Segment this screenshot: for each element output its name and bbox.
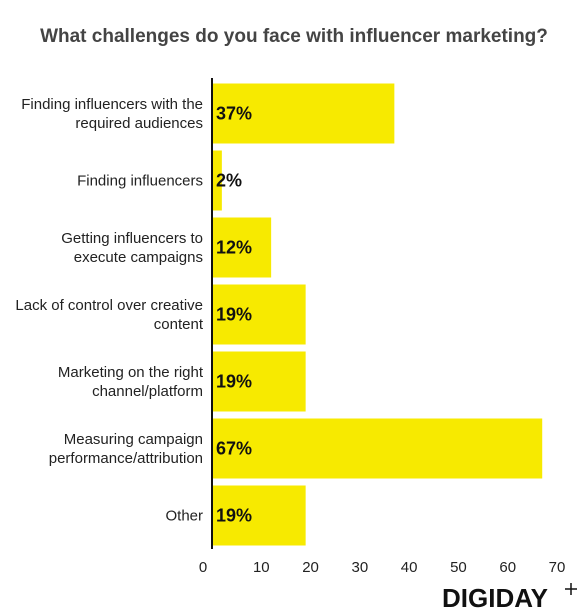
- category-label: Other: [165, 507, 203, 524]
- category-label: Getting influencers to execute campaigns: [61, 229, 203, 266]
- data-label: 12%: [216, 237, 252, 257]
- bar: [212, 351, 306, 412]
- data-label: 19%: [216, 505, 252, 525]
- bar: [212, 485, 306, 546]
- category-label: Measuring campaign performance/attributi…: [48, 430, 203, 467]
- x-tick-label: 30: [352, 559, 369, 576]
- bar: [212, 418, 543, 479]
- category-label: Lack of control over creative content: [15, 296, 203, 333]
- data-label: 37%: [216, 103, 252, 123]
- data-label: 67%: [216, 438, 252, 458]
- x-tick-label: 20: [302, 559, 319, 576]
- category-label: Finding influencers with the required au…: [21, 95, 203, 132]
- chart-title: What challenges do you face with influen…: [40, 26, 548, 47]
- x-tick-label: 0: [199, 559, 207, 576]
- x-tick-label: 70: [549, 559, 566, 576]
- x-tick-label: 50: [450, 559, 467, 576]
- data-label: 19%: [216, 304, 252, 324]
- bar: [212, 150, 222, 211]
- bar: [212, 217, 272, 278]
- category-label: Finding influencers: [77, 172, 203, 189]
- x-tick-label: 10: [253, 559, 270, 576]
- bar: [212, 284, 306, 345]
- category-label: Marketing on the right channel/platform: [57, 363, 203, 400]
- data-label: 2%: [216, 170, 242, 190]
- bar: [212, 83, 395, 144]
- data-label: 19%: [216, 371, 252, 391]
- logo: DIGIDAY: [442, 583, 548, 613]
- x-tick-label: 40: [401, 559, 418, 576]
- x-tick-label: 60: [499, 559, 516, 576]
